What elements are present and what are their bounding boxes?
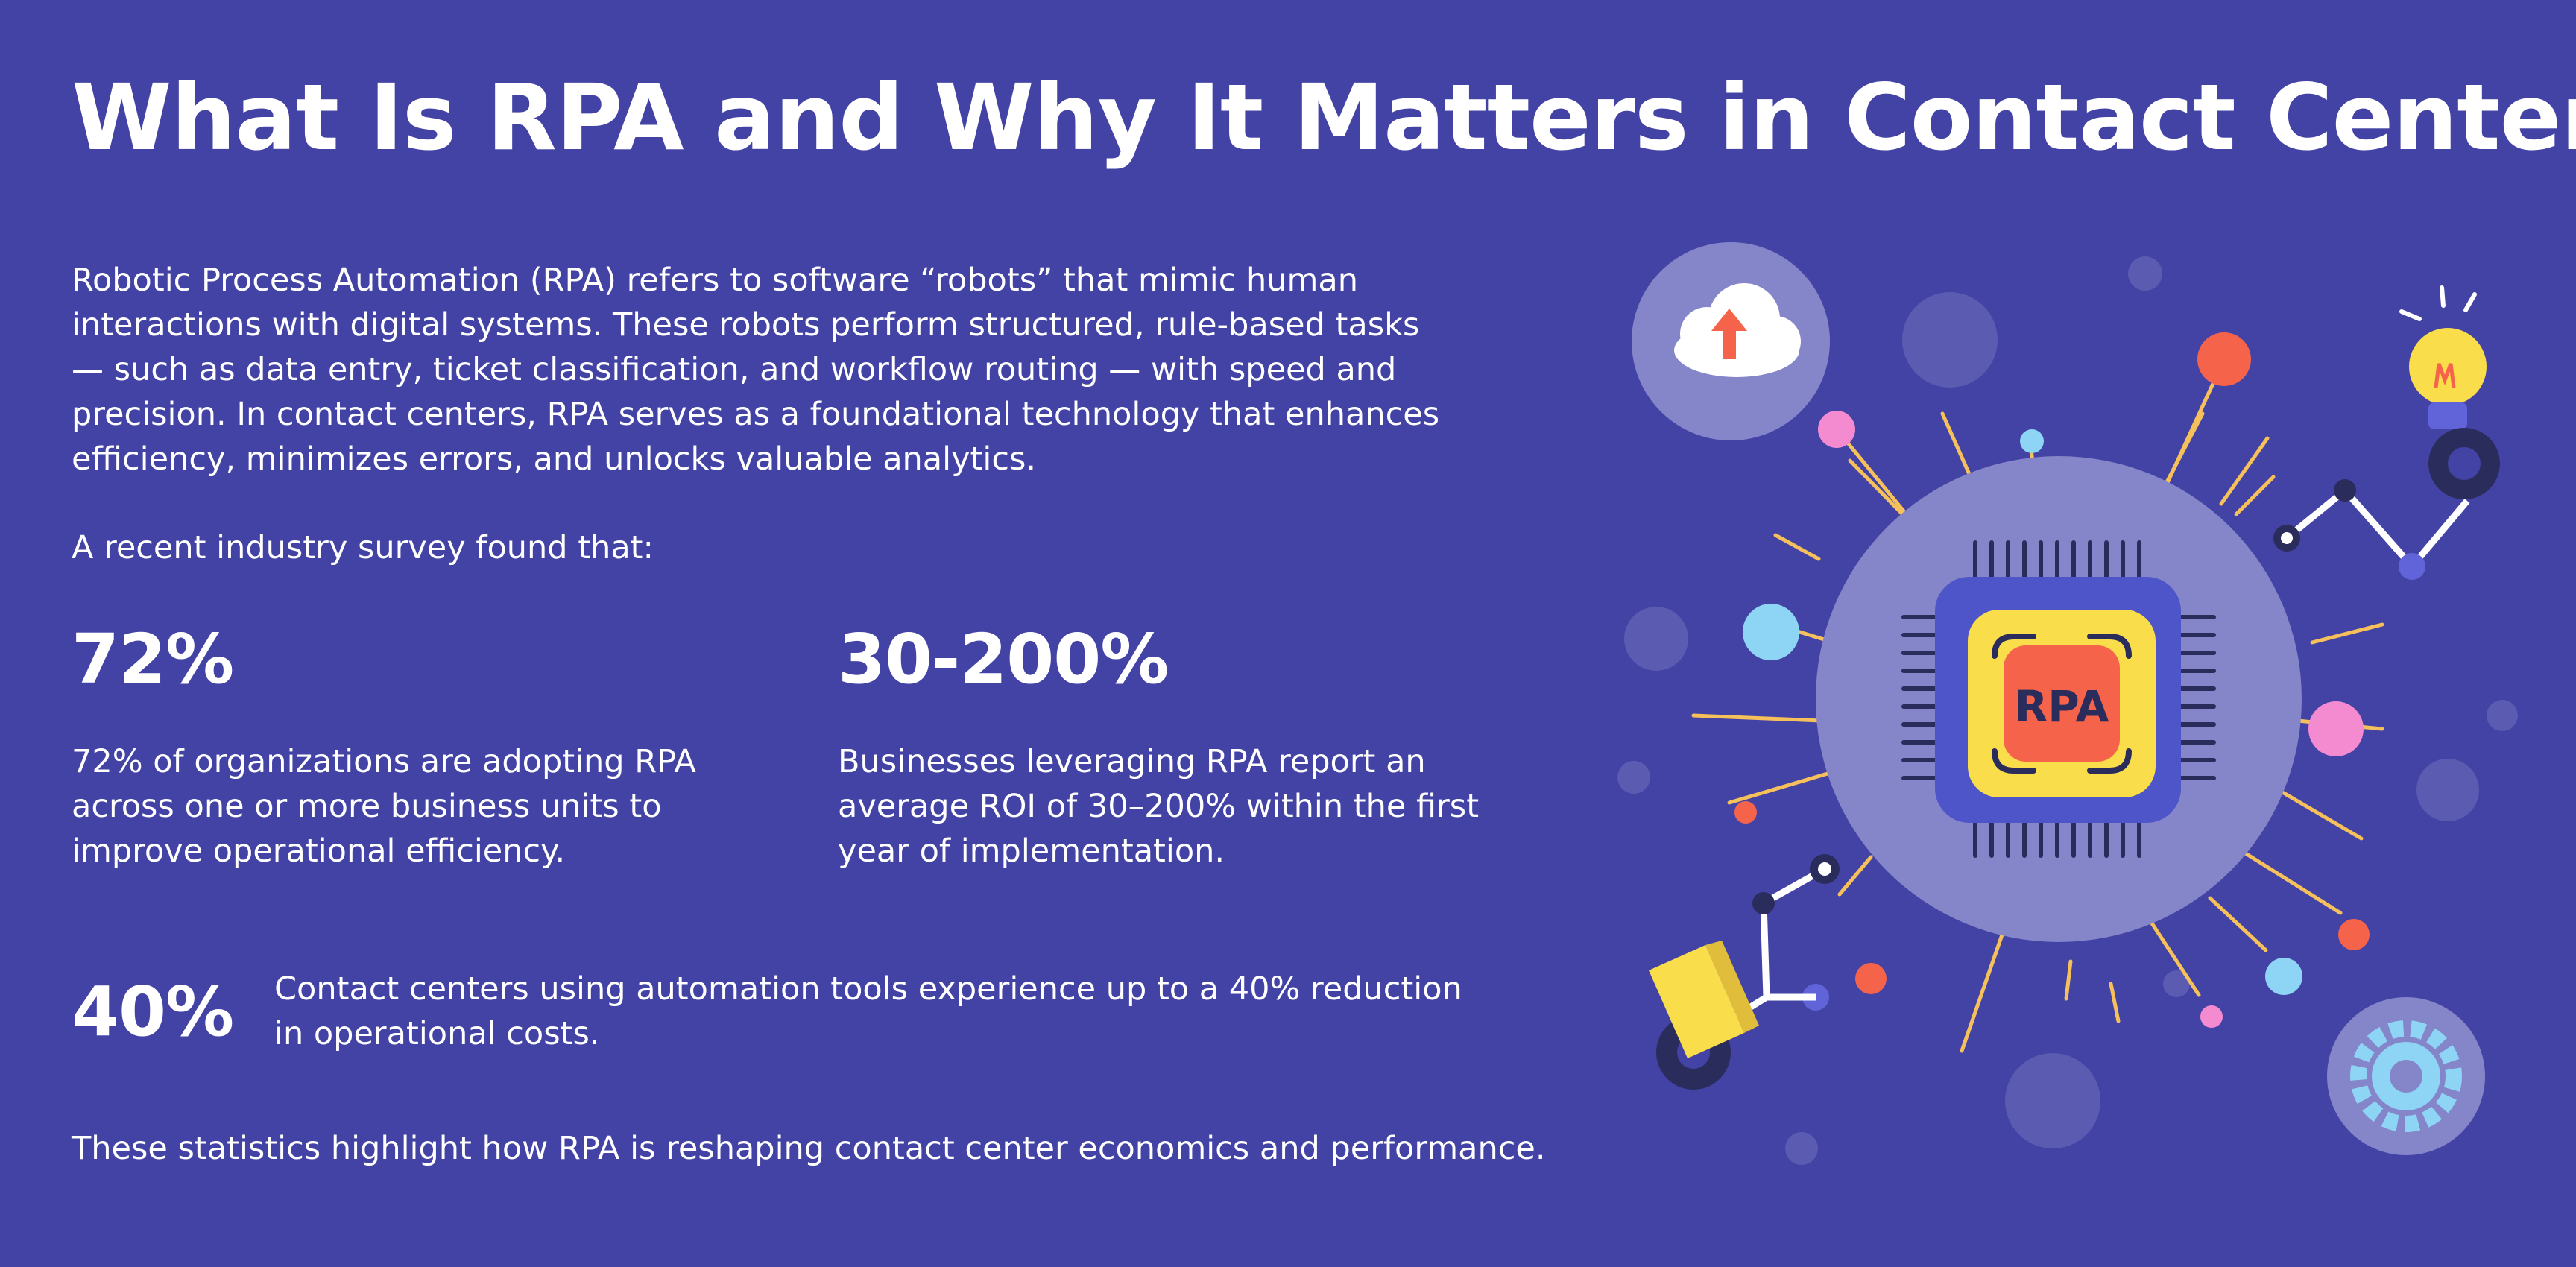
stat-desc-line: average ROI of 30–200% within the first	[838, 788, 1480, 825]
stat-description-roi: Businesses leveraging RPA report an aver…	[838, 739, 1553, 873]
robotic-arm-icon	[1649, 854, 1840, 1090]
stat-desc-line: 72% of organizations are adopting RPA	[72, 743, 696, 780]
stat-value-cost-reduction: 40%	[72, 972, 234, 1052]
stat-desc-line: across one or more business units to	[72, 788, 662, 825]
intro-line: precision. In contact centers, RPA serve…	[72, 396, 1440, 433]
stat-desc-line: Contact centers using automation tools e…	[274, 970, 1462, 1008]
survey-lead: A recent industry survey found that:	[72, 529, 654, 566]
stat-desc-line: Businesses leveraging RPA report an	[838, 743, 1426, 780]
stat-value-adoption: 72%	[72, 619, 234, 699]
rpa-illustration: RPA	[1617, 242, 2518, 1165]
stat-desc-line: improve operational efficiency.	[72, 832, 566, 870]
gear-icon	[2327, 997, 2485, 1155]
connector-path-top	[2273, 479, 2470, 580]
intro-line: — such as data entry, ticket classificat…	[72, 351, 1397, 388]
intro-paragraph: Robotic Process Automation (RPA) refers …	[72, 258, 1562, 481]
background-bubbles	[1617, 256, 2518, 1165]
stat-value-roi: 30-200%	[838, 619, 1169, 699]
stat-description-cost-reduction: Contact centers using automation tools e…	[274, 967, 1601, 1056]
stat-desc-line: year of implementation.	[838, 832, 1225, 870]
decor-balls	[1734, 332, 2370, 1028]
processor-chip-icon: RPA	[1901, 540, 2216, 858]
cloud-upload-icon	[1632, 242, 1830, 440]
intro-line: Robotic Process Automation (RPA) refers …	[72, 262, 1359, 299]
stat-desc-line: in operational costs.	[274, 1015, 600, 1052]
closing-statement: These statistics highlight how RPA is re…	[72, 1130, 1546, 1167]
intro-line: interactions with digital systems. These…	[72, 306, 1420, 344]
chip-label: RPA	[2015, 681, 2109, 732]
intro-line: efficiency, minimizes errors, and unlock…	[72, 440, 1037, 478]
lightbulb-icon	[2399, 285, 2500, 499]
page-title: What Is RPA and Why It Matters in Contac…	[72, 65, 2576, 171]
stat-description-adoption: 72% of organizations are adopting RPA ac…	[72, 739, 787, 873]
